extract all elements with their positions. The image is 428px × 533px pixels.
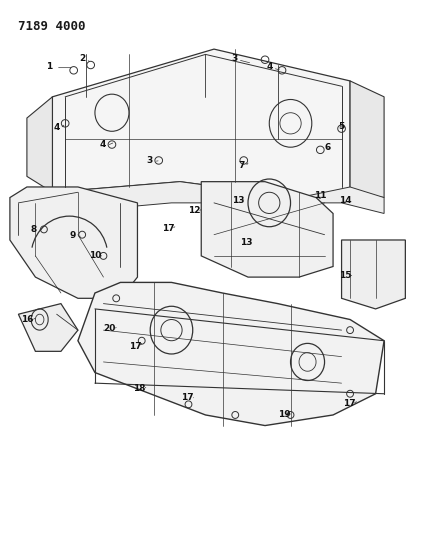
Text: 13: 13 xyxy=(240,238,252,247)
Polygon shape xyxy=(201,182,333,277)
Text: 9: 9 xyxy=(70,231,76,240)
Text: 2: 2 xyxy=(79,54,85,62)
Text: 20: 20 xyxy=(104,324,116,333)
Text: 19: 19 xyxy=(278,410,291,419)
Polygon shape xyxy=(10,187,137,298)
Text: 15: 15 xyxy=(339,271,351,280)
Polygon shape xyxy=(78,282,384,425)
Text: 13: 13 xyxy=(232,196,245,205)
Text: 11: 11 xyxy=(314,191,327,200)
Text: 3: 3 xyxy=(146,156,152,165)
Text: 16: 16 xyxy=(21,315,34,324)
Text: 4: 4 xyxy=(266,62,273,71)
Text: 12: 12 xyxy=(188,206,200,215)
Polygon shape xyxy=(350,81,384,198)
Text: 8: 8 xyxy=(30,225,36,234)
Polygon shape xyxy=(52,49,350,198)
Text: 4: 4 xyxy=(54,123,60,132)
Text: 10: 10 xyxy=(89,252,101,261)
Text: 18: 18 xyxy=(134,384,146,393)
Text: 17: 17 xyxy=(181,393,194,402)
Text: 17: 17 xyxy=(129,342,142,351)
Text: 7189 4000: 7189 4000 xyxy=(18,20,86,33)
Text: 4: 4 xyxy=(99,140,106,149)
Text: 7: 7 xyxy=(238,161,245,170)
Polygon shape xyxy=(27,97,52,192)
Text: 17: 17 xyxy=(162,224,174,233)
Polygon shape xyxy=(52,182,384,214)
Polygon shape xyxy=(18,304,78,351)
Polygon shape xyxy=(342,240,405,309)
Text: 17: 17 xyxy=(343,399,356,408)
Text: 14: 14 xyxy=(339,196,351,205)
Text: 5: 5 xyxy=(339,122,345,131)
Text: 3: 3 xyxy=(231,54,238,62)
Text: 1: 1 xyxy=(46,62,52,70)
Text: 6: 6 xyxy=(325,143,331,152)
